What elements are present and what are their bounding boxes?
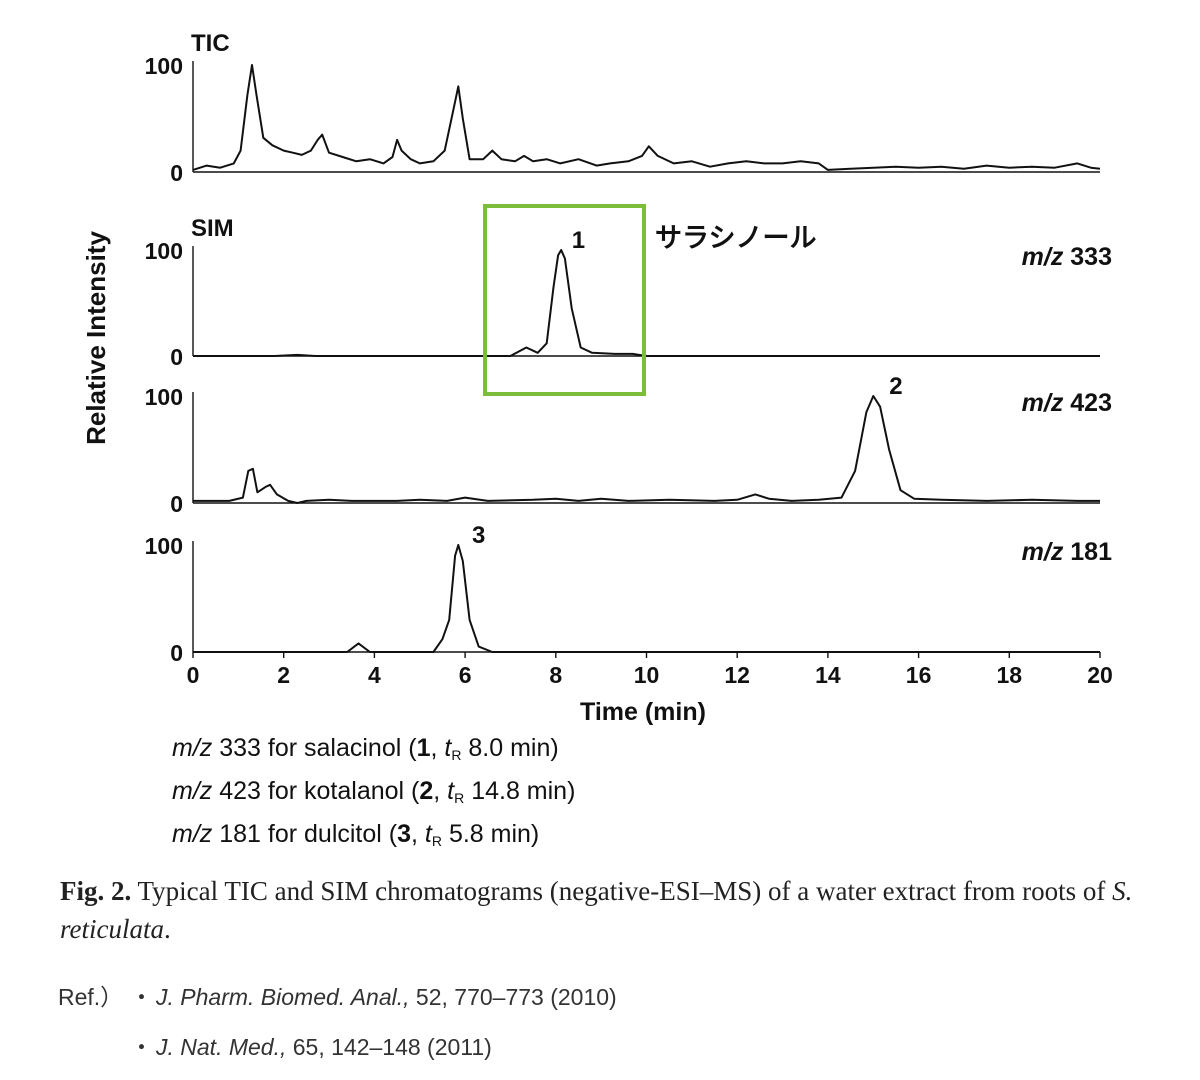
legend-row: m/z 181 for dulcitol (3, tR 5.8 min): [172, 820, 540, 849]
x-tick-label: 20: [1087, 662, 1113, 688]
y-tick-label: 100: [145, 384, 183, 410]
y-tick-label: 100: [145, 53, 183, 79]
mz-label: m/z 423: [1022, 389, 1112, 417]
x-tick-label: 18: [997, 662, 1023, 688]
highlight-box: [483, 204, 646, 396]
mz-value: 333: [1063, 243, 1112, 271]
x-tick-label: 6: [459, 662, 472, 688]
mz-prefix: m/z: [1022, 389, 1064, 417]
legend-row: m/z 423 for kotalanol (2, tR 14.8 min): [172, 777, 576, 806]
legend-row: m/z 333 for salacinol (1, tR 8.0 min): [172, 734, 559, 763]
panel-label: TIC: [191, 30, 230, 57]
mz-prefix: m/z: [1022, 243, 1064, 271]
y-axis-label: Relative Intensity: [81, 231, 111, 445]
chromatogram-panel: 100 0 SIM m/z 333 1: [145, 215, 1112, 370]
figure-caption: Fig. 2. Typical TIC and SIM chromatogram…: [60, 876, 1133, 944]
mz-value: 423: [1063, 389, 1112, 417]
x-tick-label: 4: [368, 662, 381, 688]
peak-label: 2: [889, 373, 902, 400]
mz-prefix: m/z: [1022, 538, 1064, 566]
chromatogram-trace: [193, 249, 1100, 357]
mz-label: m/z 181: [1022, 538, 1112, 566]
y-tick-label: 0: [170, 640, 183, 666]
chromatogram-trace: [193, 544, 1100, 653]
peak-label: 1: [572, 227, 585, 254]
peak-label: 3: [472, 522, 485, 549]
x-axis: 0 2 4 6 8 10 12 14 16 18 20: [187, 652, 1113, 688]
y-tick-label: 0: [170, 160, 183, 186]
x-tick-label: 0: [187, 662, 200, 688]
references: Ref.）・ J. Pharm. Biomed. Anal., 52, 770–7…: [58, 972, 617, 1072]
chromatogram-panel: 100 0 m/z 181 3: [145, 522, 1112, 666]
x-tick-label: 14: [815, 662, 841, 688]
y-tick-label: 0: [170, 344, 183, 370]
legend: m/z 333 for salacinol (1, tR 8.0 min) m/…: [172, 730, 575, 859]
y-tick-label: 0: [170, 491, 183, 517]
chromatogram-trace: [192, 64, 1101, 171]
mz-label: m/z 333: [1022, 243, 1112, 271]
x-tick-label: 16: [906, 662, 932, 688]
x-axis-label: Time (min): [580, 698, 706, 726]
x-tick-label: 12: [724, 662, 750, 688]
y-tick-label: 100: [145, 533, 183, 559]
x-tick-label: 8: [549, 662, 562, 688]
chromatogram-panel: 100 0 TIC: [145, 30, 1101, 186]
x-tick-label: 10: [634, 662, 660, 688]
x-tick-label: 2: [277, 662, 290, 688]
mz-value: 181: [1063, 538, 1112, 566]
reference-item: ・ J. Nat. Med., 65, 142–148 (2011): [130, 1034, 492, 1060]
panel-label: SIM: [191, 215, 234, 242]
y-tick-label: 100: [145, 238, 183, 264]
reference-item: Ref.）・ J. Pharm. Biomed. Anal., 52, 770–7…: [58, 984, 617, 1010]
highlight-label: サラシノール: [655, 223, 816, 254]
chromatogram-panel: 100 0 m/z 423 2: [145, 373, 1112, 517]
panels: 100 0 TIC 100 0 SIM m/z 333 1 100 0 m/z 423 2 100 0 m/…: [145, 30, 1112, 666]
chromatogram-trace: [193, 395, 1100, 504]
